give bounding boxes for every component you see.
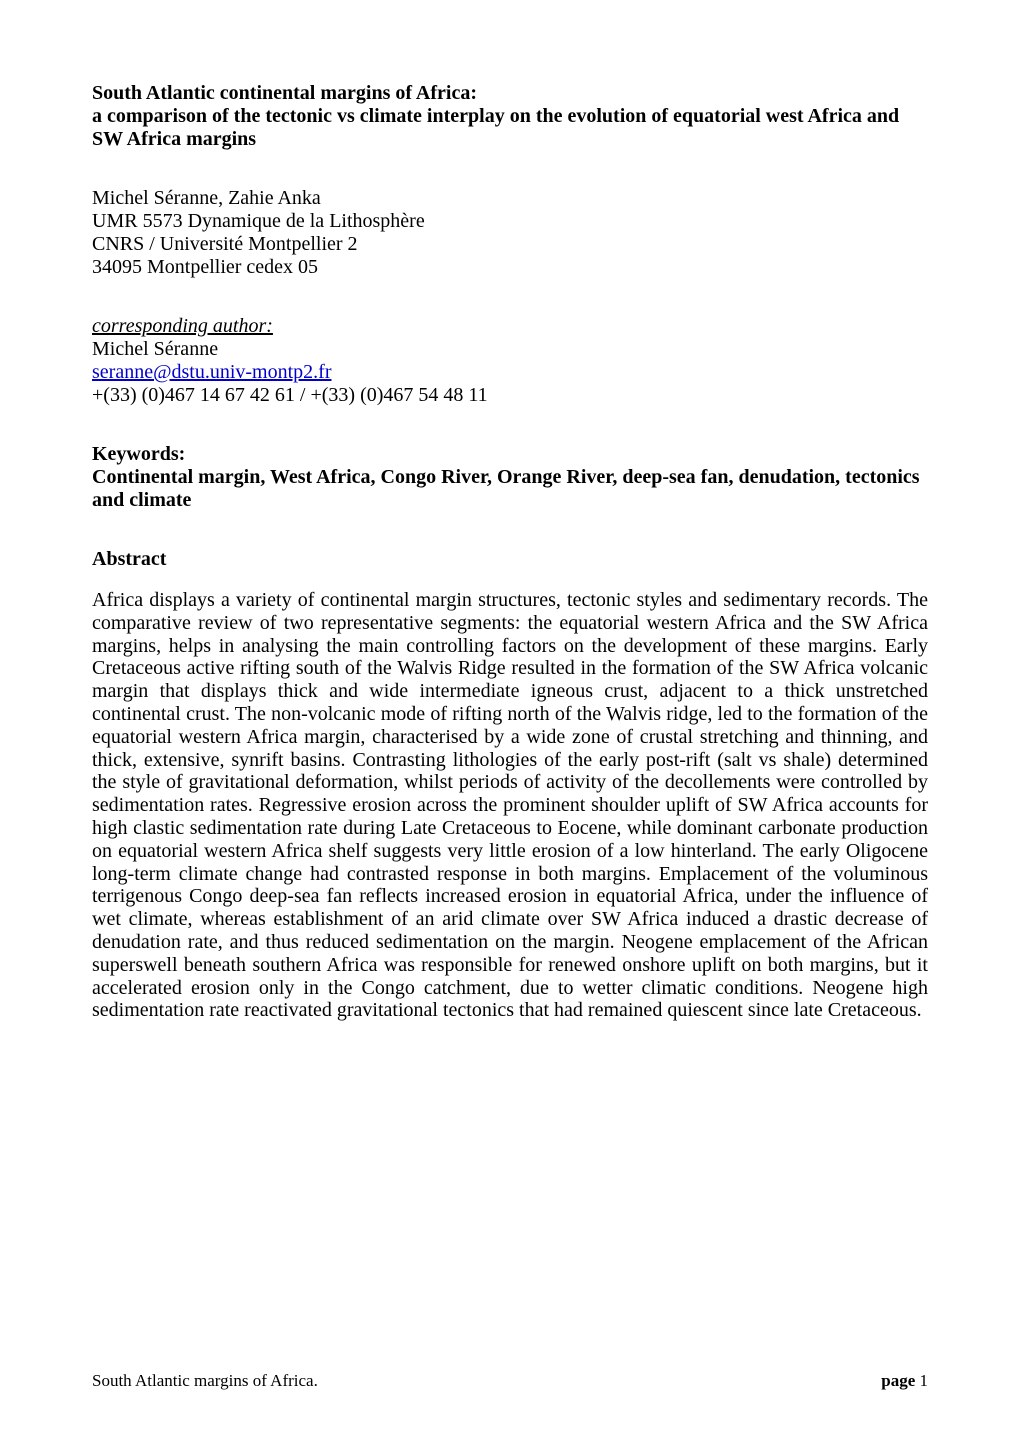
keywords-block: Keywords: Continental margin, West Afric…	[92, 443, 928, 512]
footer-page: page 1	[881, 1371, 928, 1391]
abstract-body: Africa displays a variety of continental…	[92, 589, 928, 1022]
footer-page-label: page	[881, 1371, 915, 1390]
corresponding-author-phone: +(33) (0)467 14 67 42 61 / +(33) (0)467 …	[92, 384, 928, 407]
corresponding-author-label: corresponding author:	[92, 315, 928, 338]
keywords-label: Keywords:	[92, 443, 928, 466]
footer-left: South Atlantic margins of Africa.	[92, 1371, 318, 1391]
author-names: Michel Séranne, Zahie Anka	[92, 187, 928, 210]
page-footer: South Atlantic margins of Africa. page 1	[92, 1371, 928, 1391]
abstract-heading: Abstract	[92, 548, 928, 571]
corresponding-author-block: corresponding author: Michel Séranne ser…	[92, 315, 928, 407]
keywords-body: Continental margin, West Africa, Congo R…	[92, 466, 928, 512]
corresponding-author-name: Michel Séranne	[92, 338, 928, 361]
footer-page-number: 1	[920, 1371, 929, 1390]
corresponding-author-email[interactable]: seranne@dstu.univ-montp2.fr	[92, 361, 331, 383]
author-block: Michel Séranne, Zahie Anka UMR 5573 Dyna…	[92, 187, 928, 279]
affiliation-2: CNRS / Université Montpellier 2	[92, 233, 928, 256]
title-line-1: South Atlantic continental margins of Af…	[92, 82, 928, 105]
affiliation-3: 34095 Montpellier cedex 05	[92, 256, 928, 279]
title-line-2: a comparison of the tectonic vs climate …	[92, 105, 928, 151]
affiliation-1: UMR 5573 Dynamique de la Lithosphère	[92, 210, 928, 233]
title-block: South Atlantic continental margins of Af…	[92, 82, 928, 151]
